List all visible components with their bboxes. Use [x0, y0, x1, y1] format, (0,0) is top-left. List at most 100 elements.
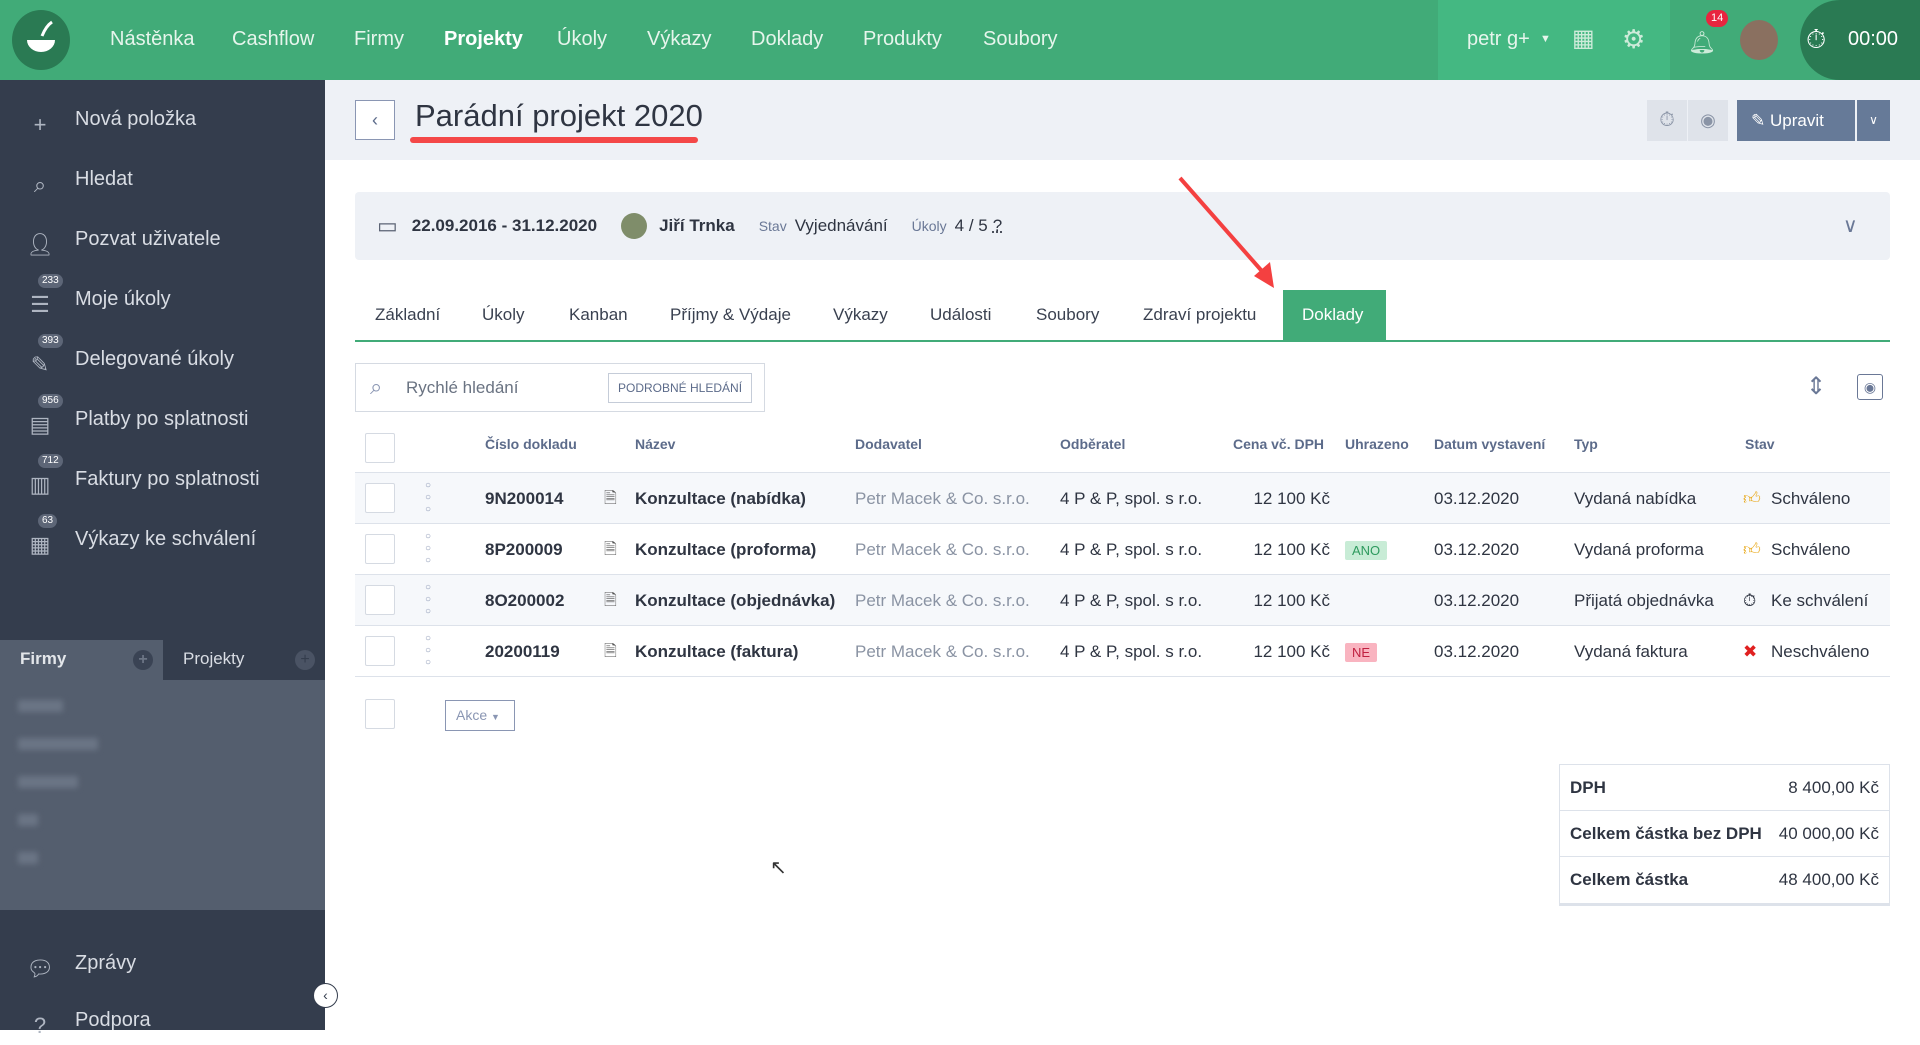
actions-dropdown[interactable]: Akce ▼: [445, 700, 515, 731]
plus-circle-icon[interactable]: +: [133, 650, 153, 670]
sidebar-tab-projekty[interactable]: Projekty +: [163, 640, 325, 680]
chat-icon: 💬︎: [26, 956, 54, 981]
sidebar-item-search[interactable]: ⌕ Hledat: [0, 154, 325, 204]
cell-name[interactable]: Konzultace (proforma): [635, 540, 817, 559]
nav-doklady[interactable]: Doklady: [751, 28, 824, 50]
pdf-icon[interactable]: 🗎︎: [604, 643, 617, 660]
row-checkbox[interactable]: [365, 585, 395, 615]
row-menu-icon[interactable]: ○ ○ ○: [425, 633, 432, 668]
nav-nastenka[interactable]: Nástěnka: [110, 28, 195, 50]
sidebar-item-support[interactable]: ? Podpora: [0, 995, 325, 1045]
stopwatch-icon[interactable]: ⏱︎: [1806, 24, 1827, 54]
table-row[interactable]: ○ ○ ○ 🗎︎ 20200119 Konzultace (faktura) Petr M…: [355, 626, 1890, 677]
pdf-icon[interactable]: 🗎︎: [604, 490, 617, 507]
tab-doklady[interactable]: Doklady: [1283, 290, 1386, 340]
nav-soubory[interactable]: Soubory: [983, 28, 1058, 50]
pdf-icon[interactable]: 🗎︎: [604, 541, 617, 558]
timer[interactable]: 00:00: [1848, 28, 1899, 50]
watch-button[interactable]: ◉: [1688, 100, 1728, 141]
sidebar-item-new[interactable]: + Nová položka: [0, 94, 325, 144]
collapse-sidebar-button[interactable]: ‹: [313, 983, 338, 1008]
expand-chevron-icon[interactable]: ∨: [1843, 215, 1858, 237]
sidebar-item-timesheets[interactable]: ▦ 63 Výkazy ke schválení: [0, 514, 325, 564]
edit-dropdown-button[interactable]: ∨: [1857, 100, 1890, 141]
sidebar-item-delegated[interactable]: ✎ 393 Delegované úkoly: [0, 334, 325, 384]
col-typ[interactable]: Typ: [1574, 436, 1598, 452]
calendar-icon[interactable]: ▦: [1572, 25, 1595, 52]
sidebar-item-invite[interactable]: 👤︎ Pozvat uživatele: [0, 214, 325, 264]
project-owner: Jiří Trnka: [659, 216, 735, 235]
owner-avatar: [621, 213, 648, 239]
sidebar-item-messages[interactable]: 💬︎ Zprávy: [0, 938, 325, 988]
totals-value: 8 400,00 Kč: [1788, 778, 1879, 797]
bowl-logo-icon: [27, 20, 55, 52]
cell-number[interactable]: 20200119: [485, 642, 560, 661]
tab-kanban[interactable]: Kanban: [569, 305, 628, 324]
row-checkbox[interactable]: [365, 534, 395, 564]
edit-button[interactable]: ✎ Upravit: [1737, 100, 1855, 141]
advanced-search-button[interactable]: PODROBNÉ HLEDÁNÍ: [608, 373, 753, 403]
col-datum[interactable]: Datum vystavení: [1434, 436, 1546, 452]
tab-ukoly[interactable]: Úkoly: [482, 305, 525, 324]
tab-soubory[interactable]: Soubory: [1036, 305, 1100, 324]
stopwatch-button[interactable]: ⏱︎: [1647, 100, 1687, 141]
col-nazev[interactable]: Název: [635, 436, 676, 452]
select-all-checkbox[interactable]: [365, 433, 395, 463]
logo[interactable]: [12, 10, 70, 70]
tasks-help[interactable]: ?: [992, 216, 1003, 235]
table-row[interactable]: ○ ○ ○ 🗎︎ 9N200014 Konzultace (nabídka) Petr M…: [355, 473, 1890, 524]
gear-icon[interactable]: ⚙: [1622, 24, 1646, 54]
row-checkbox[interactable]: [365, 636, 395, 666]
sidebar-item-payments[interactable]: ▤ 956 Platby po splatnosti: [0, 394, 325, 444]
tab-zakladni[interactable]: Základní: [375, 305, 441, 324]
cell-number[interactable]: 9N200014: [485, 489, 564, 508]
pdf-icon[interactable]: 🗎︎: [604, 592, 617, 609]
back-button[interactable]: ‹: [355, 100, 395, 140]
bulk-select-checkbox[interactable]: [365, 699, 395, 729]
column-visibility-icon[interactable]: ◉: [1857, 374, 1883, 400]
col-dodavatel[interactable]: Dodavatel: [855, 436, 922, 452]
cell-name[interactable]: Konzultace (nabídka): [635, 489, 806, 508]
nav-projekty[interactable]: Projekty: [444, 28, 523, 50]
title-underline-annotation: [410, 137, 698, 143]
row-menu-icon[interactable]: ○ ○ ○: [425, 582, 432, 617]
tab-vykazy[interactable]: Výkazy: [833, 305, 888, 324]
add-user-icon: 👤︎: [26, 232, 54, 257]
cell-number[interactable]: 8O200002: [485, 591, 565, 610]
tab-prijmy-vydaje[interactable]: Příjmy & Výdaje: [670, 305, 791, 324]
row-height-icon[interactable]: ⇕: [1806, 373, 1827, 400]
cell-number[interactable]: 8P200009: [485, 540, 563, 559]
row-menu-icon[interactable]: ○ ○ ○: [425, 480, 432, 515]
cell-type: Vydaná proforma: [1574, 540, 1704, 559]
avatar[interactable]: [1740, 20, 1778, 60]
col-uhrazeno[interactable]: Uhrazeno: [1345, 436, 1409, 452]
cell-name[interactable]: Konzultace (objednávka): [635, 591, 836, 610]
sidebar-company-list-blurred: [0, 680, 325, 910]
sidebar-item-invoices[interactable]: ▥ 712 Faktury po splatnosti: [0, 454, 325, 504]
search-input[interactable]: Rychlé hledání: [406, 378, 519, 397]
table-row[interactable]: ○ ○ ○ 🗎︎ 8P200009 Konzultace (proforma) Petr …: [355, 524, 1890, 575]
plus-circle-icon[interactable]: +: [295, 650, 315, 670]
nav-firmy[interactable]: Firmy: [354, 28, 404, 50]
col-stav[interactable]: Stav: [1745, 436, 1775, 452]
nav-ukoly[interactable]: Úkoly: [557, 28, 608, 50]
sidebar-tab-firmy[interactable]: Firmy +: [0, 640, 163, 680]
col-odberatel[interactable]: Odběratel: [1060, 436, 1126, 452]
col-cena[interactable]: Cena vč. DPH: [1233, 436, 1325, 452]
tab-zdravi-projektu[interactable]: Zdraví projektu: [1143, 305, 1257, 324]
bell-icon[interactable]: 🔔︎: [1688, 30, 1716, 55]
header-divider: [355, 472, 1890, 473]
cell-customer: 4 P & P, spol. s r.o.: [1060, 489, 1203, 508]
nav-cashflow[interactable]: Cashflow: [232, 28, 315, 50]
user-menu[interactable]: petr g+: [1467, 28, 1530, 50]
table-row[interactable]: ○ ○ ○ 🗎︎ 8O200002 Konzultace (objednávka) Pet…: [355, 575, 1890, 626]
nav-vykazy[interactable]: Výkazy: [647, 28, 712, 50]
cell-name[interactable]: Konzultace (faktura): [635, 642, 799, 661]
cell-price: 12 100 Kč: [1253, 489, 1330, 508]
row-checkbox[interactable]: [365, 483, 395, 513]
sidebar-item-my-tasks[interactable]: ☰ 233 Moje úkoly: [0, 274, 325, 324]
tab-udalosti[interactable]: Události: [930, 305, 992, 324]
nav-produkty[interactable]: Produkty: [863, 28, 942, 50]
col-cislo[interactable]: Číslo dokladu: [485, 436, 577, 452]
row-menu-icon[interactable]: ○ ○ ○: [425, 531, 432, 566]
